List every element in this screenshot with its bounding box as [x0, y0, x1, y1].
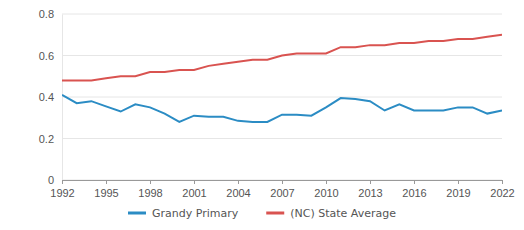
x-tick: 2007	[270, 180, 294, 199]
x-tick-mark	[414, 180, 415, 184]
x-tick-mark	[238, 180, 239, 184]
x-tick-mark	[326, 180, 327, 184]
grid-line	[62, 14, 502, 15]
x-tick-mark	[106, 180, 107, 184]
x-tick-label: 1998	[138, 187, 162, 199]
y-tick: 0.2	[39, 133, 62, 145]
x-tick: 1995	[94, 180, 118, 199]
y-tick: 0.6	[39, 50, 62, 62]
x-axis: 1992 1995 1998 2001 2004 2007 2010 2013 2016 2019…	[50, 180, 514, 199]
x-tick-mark	[370, 180, 371, 184]
x-tick-label: 2016	[402, 187, 426, 199]
x-tick-label: 2013	[358, 187, 382, 199]
x-tick: 2013	[358, 180, 382, 199]
x-tick-label: 2001	[182, 187, 206, 199]
x-tick-label: 2022	[490, 187, 514, 199]
x-tick-mark	[194, 180, 195, 184]
grid	[62, 14, 502, 180]
x-tick: 2004	[226, 180, 250, 199]
legend-swatch	[128, 212, 146, 215]
y-axis: 0 0.2 0.4 0.6 0.8	[39, 8, 63, 186]
x-tick-mark	[458, 180, 459, 184]
x-tick: 2001	[182, 180, 206, 199]
y-tick-label: 0.2	[39, 133, 54, 145]
x-tick: 1998	[138, 180, 162, 199]
grid-line	[62, 138, 502, 139]
y-axis-line	[62, 15, 63, 181]
y-tick-label: 0.4	[39, 91, 54, 103]
legend-item: Grandy Primary	[128, 207, 239, 220]
grid-line	[62, 97, 502, 98]
x-tick: 2019	[446, 180, 470, 199]
y-tick-label: 0	[48, 174, 54, 186]
x-axis-line	[63, 181, 503, 185]
y-tick: 0.4	[39, 91, 62, 103]
chart: 0 0.2 0.4 0.6 0.8 1992 1995 1998 2001 2004 2007 201…	[0, 0, 524, 230]
legend-label: (NC) State Average	[290, 207, 396, 220]
x-tick-label: 1992	[50, 187, 74, 199]
x-tick-mark	[150, 180, 151, 184]
legend: Grandy Primary (NC) State Average	[128, 207, 396, 220]
x-tick-mark	[502, 180, 503, 184]
series-line	[62, 95, 502, 122]
x-tick: 1992	[50, 180, 74, 199]
y-tick: 0	[48, 174, 62, 186]
legend-label: Grandy Primary	[152, 207, 239, 220]
series-line	[62, 35, 502, 81]
x-tick-label: 2004	[226, 187, 250, 199]
x-tick-label: 2019	[446, 187, 470, 199]
legend-swatch	[266, 212, 284, 215]
x-tick-label: 2010	[314, 187, 338, 199]
x-tick: 2016	[402, 180, 426, 199]
legend-item: (NC) State Average	[266, 207, 396, 220]
x-tick: 2010	[314, 180, 338, 199]
x-tick-mark	[62, 180, 63, 184]
x-tick-label: 2007	[270, 187, 294, 199]
plot-area: 0 0.2 0.4 0.6 0.8 1992 1995 1998 2001 2004 2007 201…	[39, 8, 515, 199]
y-tick: 0.8	[39, 8, 62, 20]
x-tick-label: 1995	[94, 187, 118, 199]
x-tick-mark	[282, 180, 283, 184]
x-tick: 2022	[490, 180, 514, 199]
y-tick-label: 0.6	[39, 50, 54, 62]
y-tick-label: 0.8	[39, 8, 54, 20]
lines	[62, 35, 502, 122]
